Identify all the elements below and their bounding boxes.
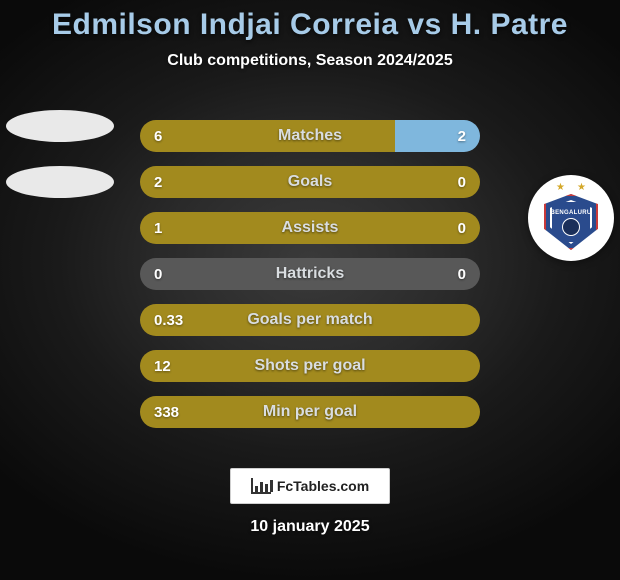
- content-root: Edmilson Indjai Correia vs H. Patre Club…: [0, 0, 620, 580]
- bar-left: [140, 166, 480, 198]
- brand-chart-icon: [251, 478, 271, 494]
- footer-date: 10 january 2025: [0, 518, 620, 536]
- player-left-avatar: [6, 110, 114, 198]
- club-crest-icon: ★★ BENGALURU: [528, 175, 614, 261]
- bar-left: [140, 396, 480, 428]
- bar-left: [140, 120, 395, 152]
- stat-row: 20Goals: [140, 166, 480, 198]
- crest-stars-icon: ★★: [540, 182, 602, 193]
- stat-row: 0.33Goals per match: [140, 304, 480, 336]
- stat-rows: 62Matches 20Goals 10Assists 00Hattricks 0.33…: [140, 120, 480, 442]
- crest-ball-icon: [562, 218, 580, 236]
- bar-right: [395, 120, 480, 152]
- avatar-placeholder-icon: [6, 166, 114, 198]
- brand-badge: FcTables.com: [230, 468, 390, 504]
- bar-left: [140, 350, 480, 382]
- avatar-placeholder-icon: [6, 110, 114, 142]
- crest-shield-icon: BENGALURU: [544, 194, 598, 250]
- page-subtitle: Club competitions, Season 2024/2025: [0, 52, 620, 70]
- stat-row: 62Matches: [140, 120, 480, 152]
- brand-text: FcTables.com: [277, 478, 369, 494]
- bar-neutral: [140, 258, 480, 290]
- crest-label: BENGALURU: [546, 210, 596, 216]
- stat-row: 12Shots per goal: [140, 350, 480, 382]
- bar-left: [140, 212, 480, 244]
- stat-row: 10Assists: [140, 212, 480, 244]
- player-right-crest: ★★ BENGALURU: [528, 175, 614, 261]
- bar-left: [140, 304, 480, 336]
- stat-row: 00Hattricks: [140, 258, 480, 290]
- stat-row: 338Min per goal: [140, 396, 480, 428]
- page-title: Edmilson Indjai Correia vs H. Patre: [0, 8, 620, 42]
